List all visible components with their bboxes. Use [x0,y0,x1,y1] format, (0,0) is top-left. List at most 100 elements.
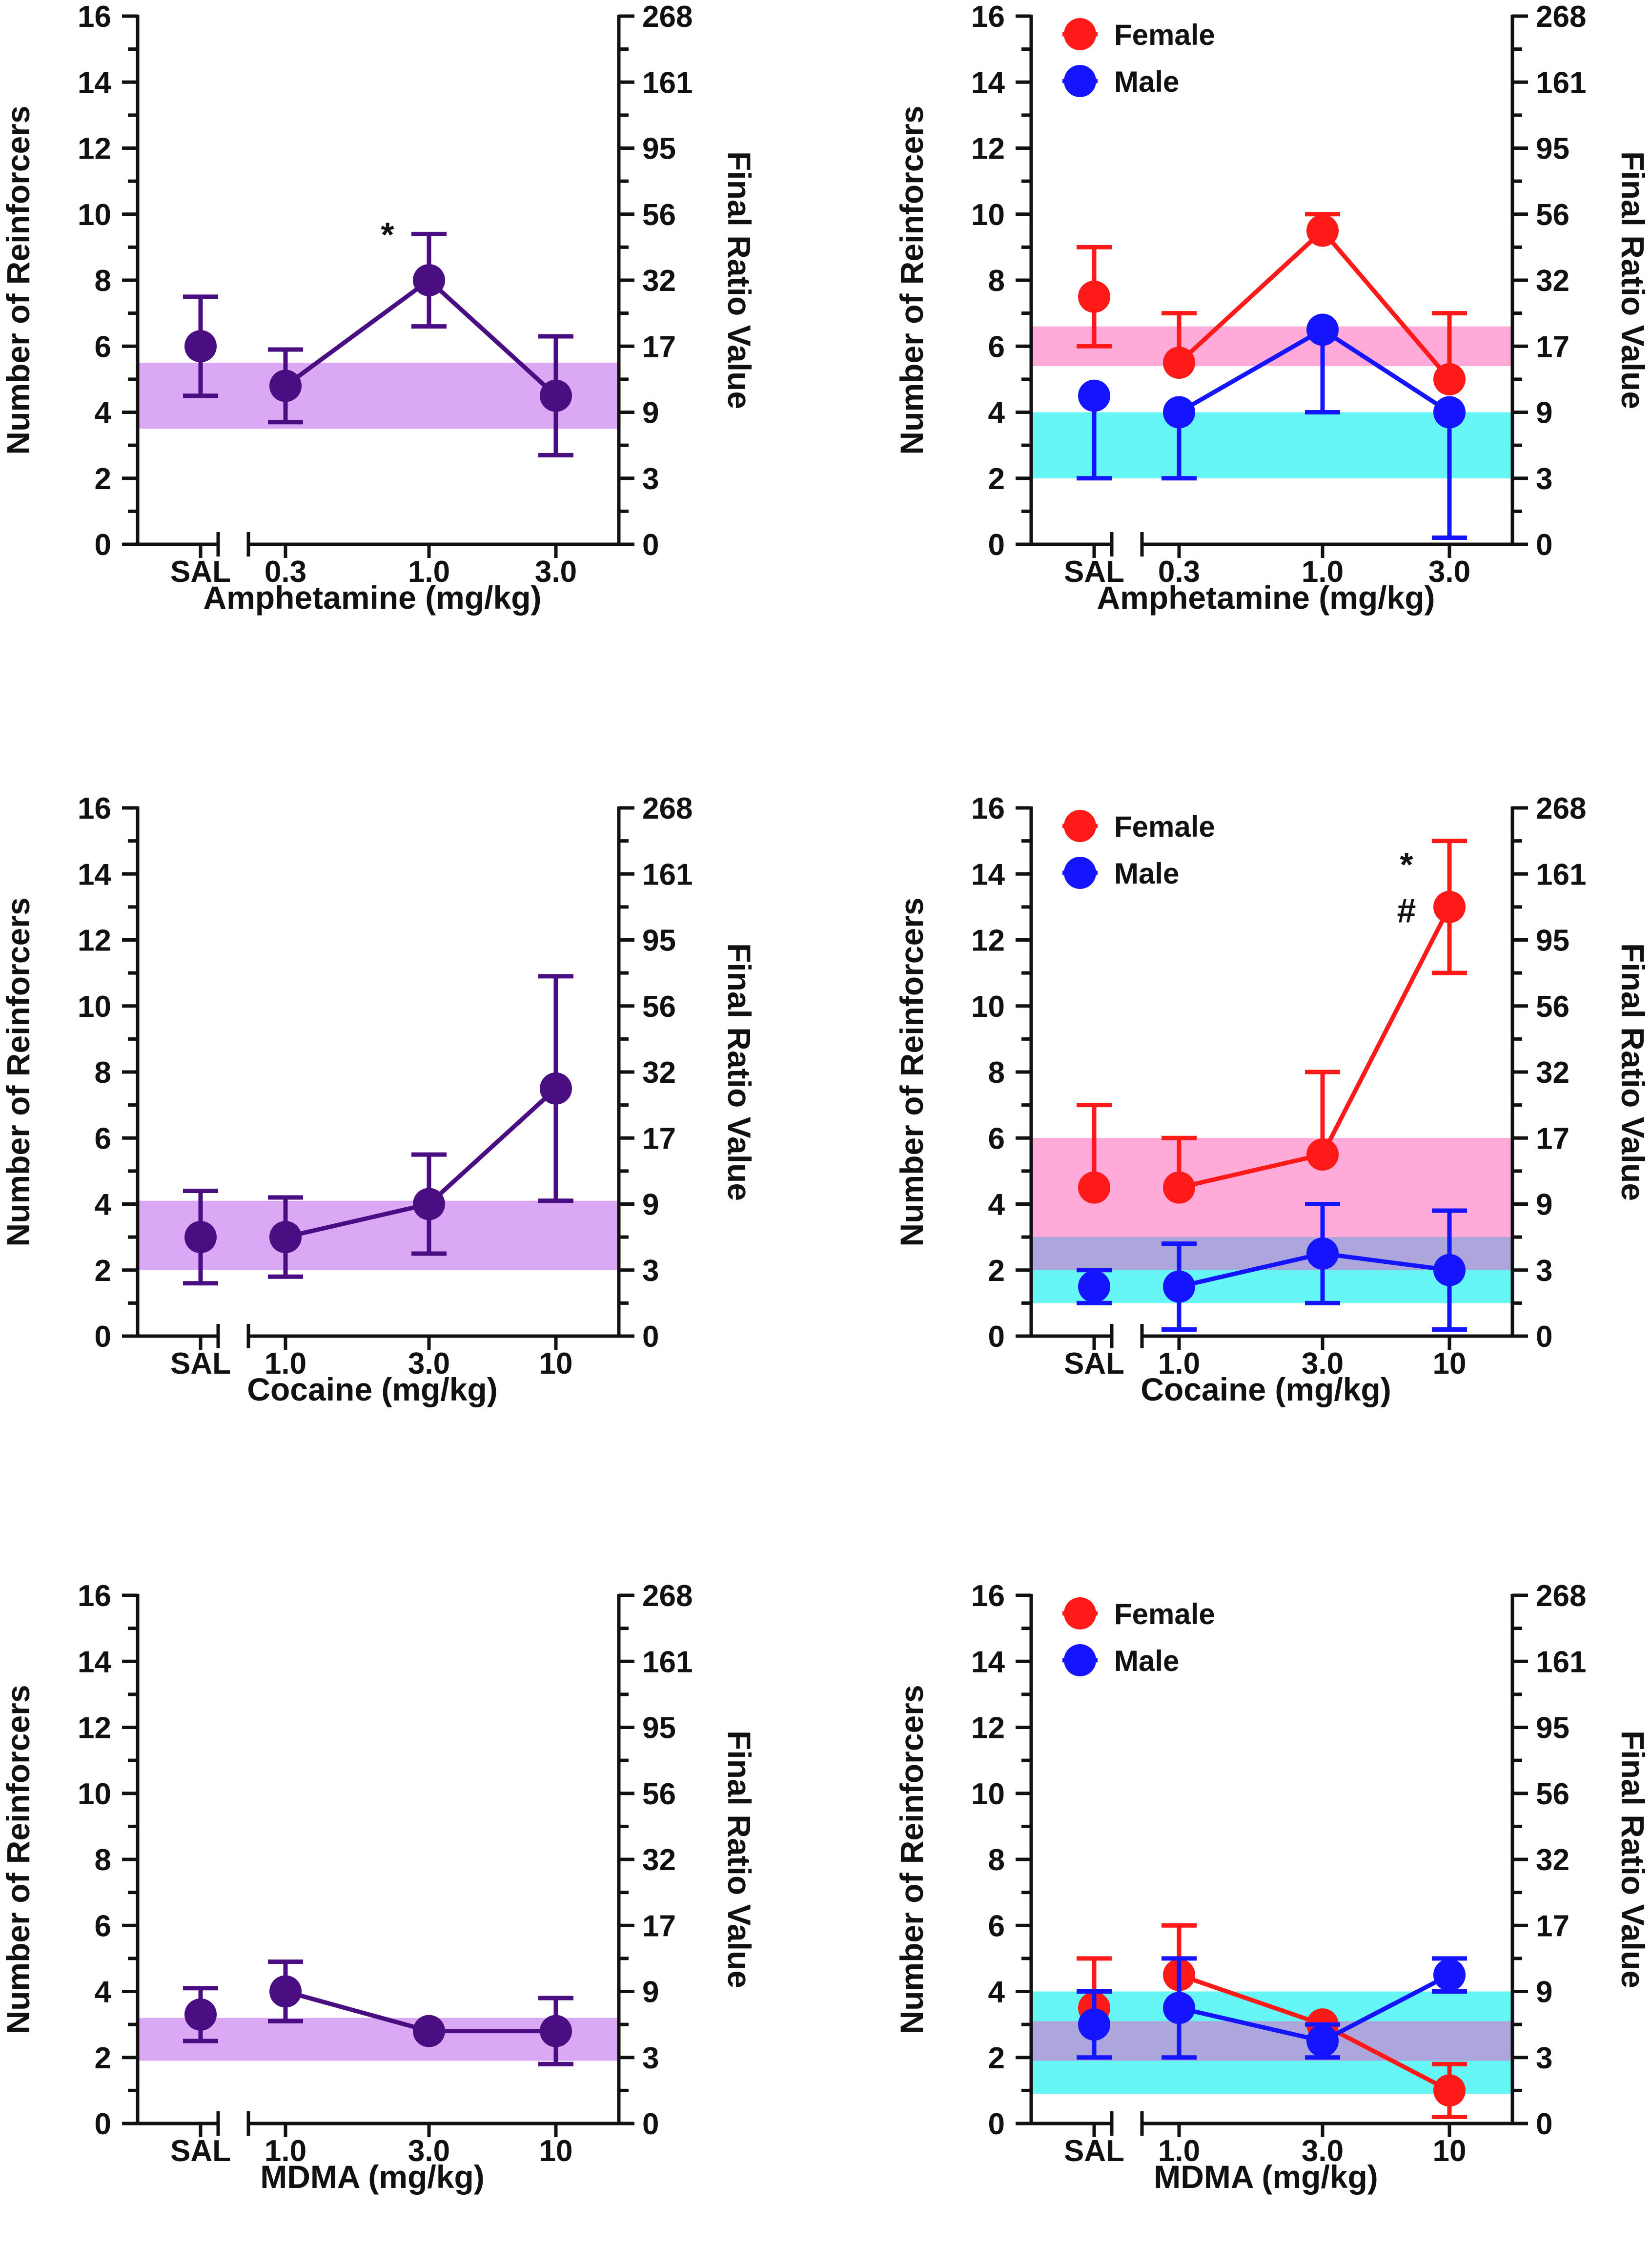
y-tick-label: 6 [95,1122,111,1155]
significance-mark: * [1400,845,1413,884]
legend-marker-female [1064,810,1096,842]
data-point [1433,396,1466,429]
y-right-tick-label: 56 [1536,198,1569,232]
data-point [413,264,445,296]
y-right-tick-label: 3 [1536,2041,1552,2075]
y-tick-label: 16 [78,1579,111,1613]
y-right-tick-label: 17 [1536,1909,1569,1943]
y-axis-title: Number of Reinforcers [894,105,930,454]
panel-mdma-combined: 0 2 4 6 8 10 12 14 16 0 3 9 17 32 56 95 161 268 Number of … [0,1579,757,2195]
y-right-axis-title: Final Ratio Value [1615,151,1651,409]
y-tick-label: 16 [78,0,111,34]
data-point [184,1221,217,1254]
x-tick-label: 10 [539,1347,573,1381]
y-tick-label: 2 [95,462,111,496]
y-right-axis-title: Final Ratio Value [1615,1731,1651,1988]
y-right-tick-label: 3 [642,1254,659,1288]
x-tick-label: SAL [170,555,231,589]
y-tick-label: 4 [988,396,1005,430]
y-right-tick-label: 32 [642,1056,676,1090]
y-right-tick-label: 32 [642,1843,676,1877]
y-tick-label: 6 [95,1909,111,1943]
y-right-tick-label: 268 [642,792,693,825]
y-tick-label: 14 [971,1645,1005,1679]
panel-amph-combined: 0 2 4 6 8 10 12 14 16 0 3 9 17 32 56 95 161 268 Number of … [0,0,757,616]
y-right-tick-label: 161 [1536,66,1586,100]
series-male [1077,313,1467,540]
x-tick-label: 1.0 [1158,1347,1200,1381]
x-tick-label: 0.3 [265,555,306,589]
series-combined [183,1959,573,2066]
x-tick-label: 3.0 [535,555,577,589]
y-right-tick-label: 0 [1536,1320,1552,1354]
y-right-tick-label: 95 [1536,924,1569,958]
y-right-tick-label: 0 [642,2107,659,2141]
data-point [540,1072,572,1105]
significance-mark: * [381,215,394,253]
y-axis-title: Number of Reinforcers [894,897,930,1246]
y-axis-title: Number of Reinforcers [894,1685,930,2034]
x-tick-label: 3.0 [408,2134,450,2168]
data-point [1163,396,1195,429]
x-tick-label: 1.0 [265,1347,306,1381]
y-tick-label: 12 [78,1711,111,1745]
y-axis-title: Number of Reinforcers [0,105,36,454]
data-point [1306,1138,1339,1171]
series-combined [183,974,573,1286]
y-tick-label: 0 [988,1320,1005,1354]
x-tick-label: 3.0 [1302,1347,1344,1381]
y-tick-label: 8 [988,1056,1005,1090]
x-tick-label: 1.0 [1158,2134,1200,2168]
data-point [1306,214,1339,247]
data-point [1163,1270,1195,1303]
x-tick-label: SAL [1064,2134,1124,2168]
y-right-tick-label: 268 [642,1579,693,1613]
y-right-tick-label: 32 [642,264,676,298]
legend-marker-male [1064,857,1096,889]
legend-label-female: Female [1114,1598,1215,1630]
y-right-tick-label: 95 [1536,132,1569,166]
data-point [1433,363,1466,395]
y-tick-label: 16 [971,1579,1005,1613]
y-tick-label: 4 [95,1188,112,1222]
data-point [184,1998,217,2031]
y-tick-label: 14 [78,1645,111,1679]
y-right-tick-label: 0 [642,528,659,562]
y-right-tick-label: 9 [1536,396,1552,430]
y-right-tick-label: 17 [642,1122,676,1155]
y-tick-label: 12 [971,1711,1005,1745]
y-right-tick-label: 3 [642,462,659,496]
y-tick-label: 12 [971,924,1005,958]
y-right-tick-label: 32 [1536,264,1569,298]
series-male [1077,1956,1467,2060]
x-tick-label: SAL [170,1347,231,1381]
y-tick-label: 8 [988,1843,1005,1877]
y-right-tick-label: 9 [1536,1976,1552,2009]
y-right-tick-label: 268 [1536,792,1586,825]
x-axis-title: Amphetamine (mg/kg) [203,579,541,616]
y-right-tick-label: 0 [1536,528,1552,562]
y-tick-label: 0 [988,2107,1005,2141]
significance-mark: # [1397,892,1416,930]
data-point [1078,379,1110,412]
data-point [1078,1270,1110,1303]
y-tick-label: 6 [988,1909,1005,1943]
y-tick-label: 14 [971,66,1005,100]
x-tick-label: SAL [1064,1347,1124,1381]
legend-label-female: Female [1114,810,1215,843]
y-right-axis-title: Final Ratio Value [721,943,757,1201]
series-female [1077,212,1467,395]
y-tick-label: 0 [988,528,1005,562]
y-right-tick-label: 17 [1536,330,1569,364]
y-right-tick-label: 268 [1536,1579,1586,1613]
data-point [1078,280,1110,313]
series-female [1077,839,1467,1204]
x-tick-label: 10 [1433,1347,1467,1381]
series-combined [183,231,573,457]
legend-marker-male [1064,65,1096,97]
y-right-tick-label: 161 [1536,1645,1586,1679]
y-tick-label: 2 [95,2041,111,2075]
y-right-axis-title: Final Ratio Value [721,1731,757,1988]
y-tick-label: 4 [95,396,112,430]
y-right-tick-label: 3 [1536,462,1552,496]
